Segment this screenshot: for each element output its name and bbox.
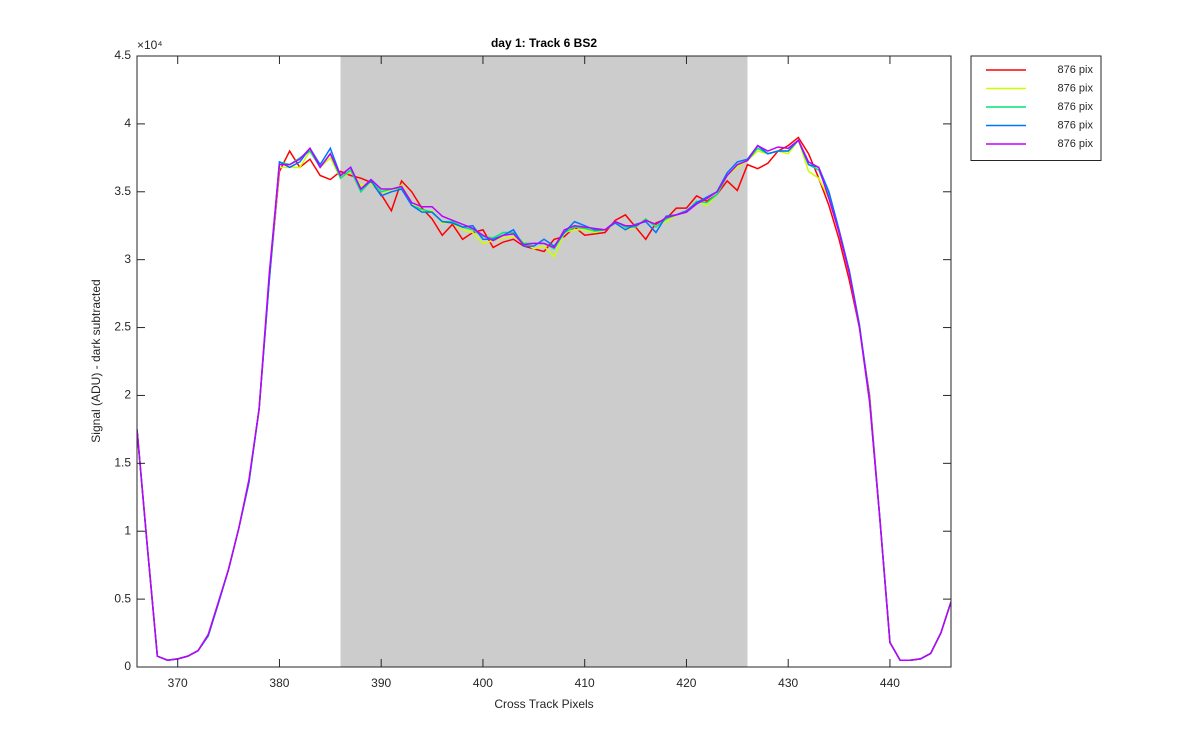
y-axis-label: Signal (ADU) - dark subtracted bbox=[89, 279, 103, 442]
y-tick-label: 0.5 bbox=[114, 591, 131, 605]
x-tick-label: 390 bbox=[371, 676, 391, 690]
legend-text: 876 pix bbox=[1058, 138, 1094, 150]
y-tick-label: 0 bbox=[124, 659, 131, 673]
x-tick-label: 430 bbox=[778, 676, 798, 690]
x-tick-label: 370 bbox=[168, 676, 188, 690]
y-tick-label: 1 bbox=[124, 523, 131, 537]
y-tick-label: 4.5 bbox=[114, 48, 131, 62]
y-tick-label: 3.5 bbox=[114, 184, 131, 198]
x-tick-label: 440 bbox=[880, 676, 900, 690]
axes-box bbox=[136, 55, 952, 668]
y-tick-label: 2 bbox=[124, 388, 131, 402]
y-tick-label: 1.5 bbox=[114, 456, 131, 470]
x-tick-label: 400 bbox=[473, 676, 493, 690]
y-tick-label: 3 bbox=[124, 252, 131, 266]
x-axis-label: Cross Track Pixels bbox=[494, 697, 593, 711]
legend-box bbox=[970, 55, 1102, 161]
y-exponent-label: ×10⁴ bbox=[137, 38, 163, 52]
chart-title: day 1: Track 6 BS2 bbox=[491, 36, 597, 50]
legend-text: 876 pix bbox=[1058, 119, 1094, 131]
legend-text: 876 pix bbox=[1058, 64, 1094, 76]
x-tick-label: 410 bbox=[575, 676, 595, 690]
shaded-region bbox=[340, 56, 748, 667]
series-line bbox=[137, 139, 951, 661]
x-tick-label: 380 bbox=[269, 676, 289, 690]
x-tick-label: 420 bbox=[676, 676, 696, 690]
y-tick-label: 4 bbox=[124, 116, 131, 130]
legend-text: 876 pix bbox=[1058, 101, 1094, 113]
y-tick-label: 2.5 bbox=[114, 320, 131, 334]
legend-text: 876 pix bbox=[1058, 82, 1094, 94]
